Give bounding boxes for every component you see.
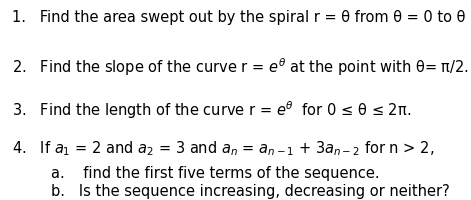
Text: 1.   Find the area swept out by the spiral r = θ from θ = 0 to θ = 2π.: 1. Find the area swept out by the spiral… xyxy=(12,10,471,25)
Text: b.   Is the sequence increasing, decreasing or neither?: b. Is the sequence increasing, decreasin… xyxy=(51,183,450,198)
Text: 3.   Find the length of the curve r = $e^{\theta}$  for 0 ≤ θ ≤ 2π.: 3. Find the length of the curve r = $e^{… xyxy=(12,99,411,121)
Text: 2.   Find the slope of the curve r = $e^{\theta}$ at the point with θ= π/2.: 2. Find the slope of the curve r = $e^{\… xyxy=(12,56,468,78)
Text: a.    find the first five terms of the sequence.: a. find the first five terms of the sequ… xyxy=(51,165,380,180)
Text: 4.   If $a_1$ = 2 and $a_2$ = 3 and $a_n$ = $a_{n-1}$ + 3$a_{n-2}$ for n > 2,: 4. If $a_1$ = 2 and $a_2$ = 3 and $a_n$ … xyxy=(12,139,434,158)
